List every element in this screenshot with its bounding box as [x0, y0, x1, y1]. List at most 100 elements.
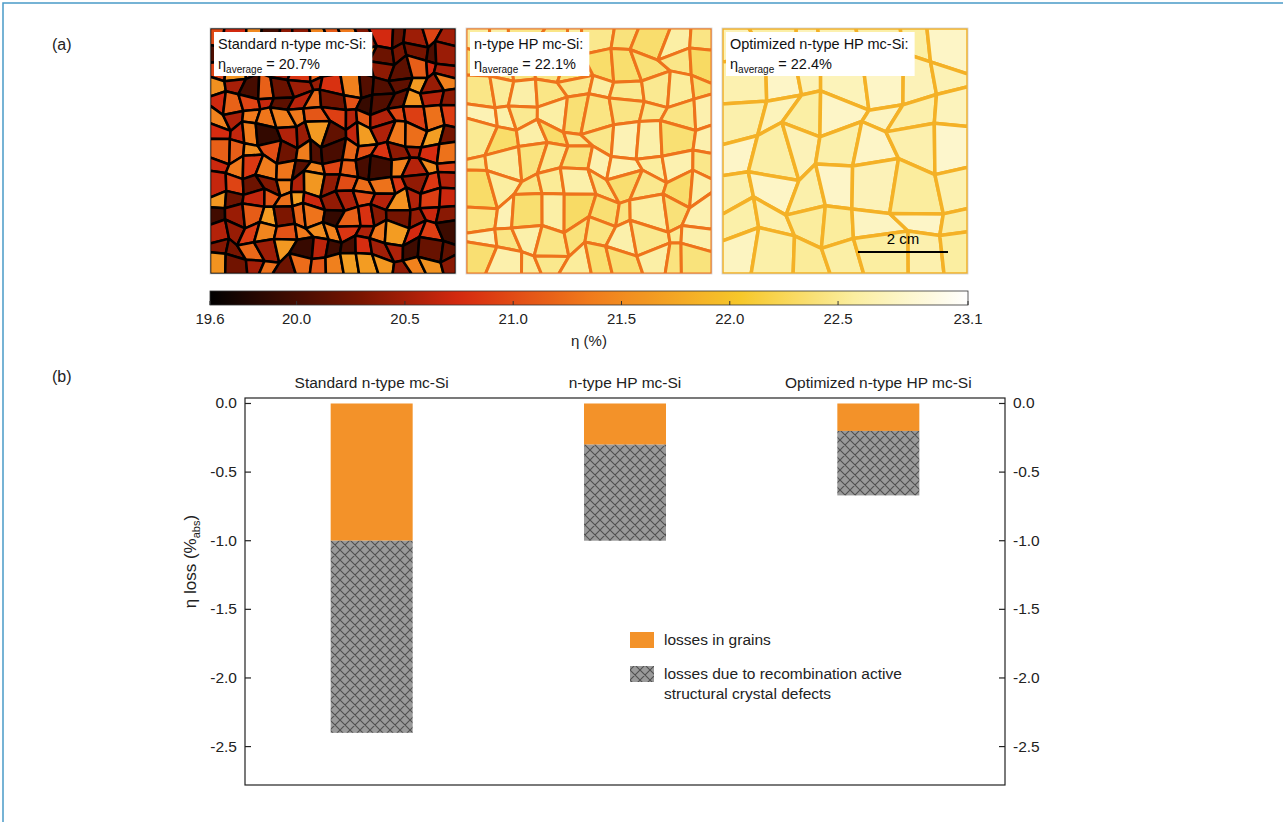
grain [934, 87, 968, 127]
y-title-sub: abs [190, 520, 202, 538]
grain [418, 257, 444, 274]
y-tick-label: -1.5 [1013, 600, 1040, 617]
legend-swatch [630, 632, 654, 648]
grain [681, 243, 712, 274]
colorbar-tick [296, 301, 297, 305]
grain [210, 191, 226, 208]
grain [303, 90, 321, 109]
grain [210, 252, 226, 274]
metric-sub: average [738, 64, 775, 75]
grain [340, 236, 356, 254]
grain [385, 243, 403, 262]
panel-label: (b) [52, 368, 72, 385]
map-average: ηaverage = 22.1% [474, 56, 576, 75]
category-label: n-type HP mc-Si [569, 374, 682, 391]
colorbar-tick [621, 301, 622, 305]
y-title-end: ) [181, 515, 200, 521]
scale-bar [858, 251, 948, 253]
average-label: 22.4% [791, 56, 832, 72]
map-average: ηaverage = 20.7% [218, 56, 320, 75]
y-tick [245, 540, 251, 541]
grain [406, 55, 427, 78]
colorbar-tick [729, 301, 730, 305]
grain [508, 79, 537, 107]
legend-background [622, 625, 910, 708]
map-background [722, 28, 968, 274]
y-tick-label: -2.5 [1013, 738, 1040, 755]
frame [3, 3, 1283, 822]
colorbar-tick [404, 301, 405, 305]
separator: = [262, 56, 279, 72]
metric: η [218, 56, 226, 72]
y-tick-label: -1.5 [210, 600, 237, 617]
bar-segment [837, 431, 919, 496]
colorbar-tick [838, 301, 839, 305]
map-border [722, 28, 968, 274]
grain [441, 105, 456, 127]
legend-label: losses in grains [664, 631, 771, 648]
map-title: Optimized n-type HP mc-Si: [730, 36, 909, 52]
separator: = [774, 56, 791, 72]
label-box [726, 32, 915, 76]
map-background [210, 28, 456, 274]
legend-label: losses due to recombination activestruct… [664, 665, 902, 702]
colorbar [210, 291, 968, 305]
y-tick-label: -0.5 [1013, 463, 1040, 480]
map-label: Optimized n-type HP mc-Si: ηaverage = 22.… [726, 32, 915, 76]
metric: η [730, 56, 738, 72]
colorbar-tick-label: 20.5 [390, 310, 419, 327]
y-tick-label: -1.0 [210, 532, 237, 549]
grain [274, 224, 297, 240]
colorbar-tick-label: 21.0 [499, 310, 528, 327]
y-tick [245, 609, 251, 610]
grain [435, 41, 456, 66]
y-tick [999, 403, 1005, 404]
grain [406, 188, 420, 211]
grain [439, 188, 456, 207]
grain [935, 167, 968, 214]
y-tick [245, 677, 251, 678]
colorbar-tick-label: 23.1 [953, 310, 982, 327]
category-label: Optimized n-type HP mc-Si [785, 374, 972, 391]
y-tick-label: 0.0 [215, 394, 237, 411]
colorbar-tick-label: 22.5 [823, 310, 852, 327]
map-title: Standard n-type mc-Si: [218, 36, 366, 52]
legend-line: losses due to recombination active [664, 665, 902, 682]
grain [485, 247, 521, 274]
legend-line: losses in grains [664, 631, 771, 648]
bar-segment [837, 403, 919, 430]
y-tick [245, 472, 251, 473]
efficiency-map [210, 28, 456, 274]
colorbar-tick-label: 22.0 [715, 310, 744, 327]
y-title-text: η loss (% [181, 538, 200, 608]
grain [289, 253, 312, 274]
average-label: 20.7% [279, 56, 320, 72]
map-label: n-type HP mc-Si:ηaverage = 22.1% [470, 32, 589, 76]
plot-frame [245, 398, 1005, 785]
y-tick [999, 609, 1005, 610]
grain [296, 140, 311, 162]
grain [682, 192, 712, 229]
label-box [214, 32, 372, 76]
scale-bar-label: 2 cm [887, 230, 920, 247]
colorbar-tick [968, 301, 969, 305]
metric-sub: average [226, 64, 263, 75]
map-label: Standard n-type mc-Si: ηaverage = 20.7% [214, 32, 372, 76]
colorbar-tick [210, 301, 211, 305]
map-border [210, 28, 456, 274]
grain [751, 228, 794, 275]
grain [310, 257, 326, 274]
grain [441, 255, 456, 274]
y-tick [245, 403, 251, 404]
bar-segment [584, 445, 666, 541]
y-tick [999, 677, 1005, 678]
colorbar-tick-label: 21.5 [607, 310, 636, 327]
y-tick [999, 540, 1005, 541]
grain [437, 142, 456, 164]
y-axis-title: η loss (%abs) [181, 515, 202, 608]
grain [420, 188, 441, 209]
grain [441, 89, 456, 105]
grain [336, 207, 361, 227]
colorbar-tick-label: 19.6 [195, 310, 224, 327]
grain [816, 164, 853, 209]
